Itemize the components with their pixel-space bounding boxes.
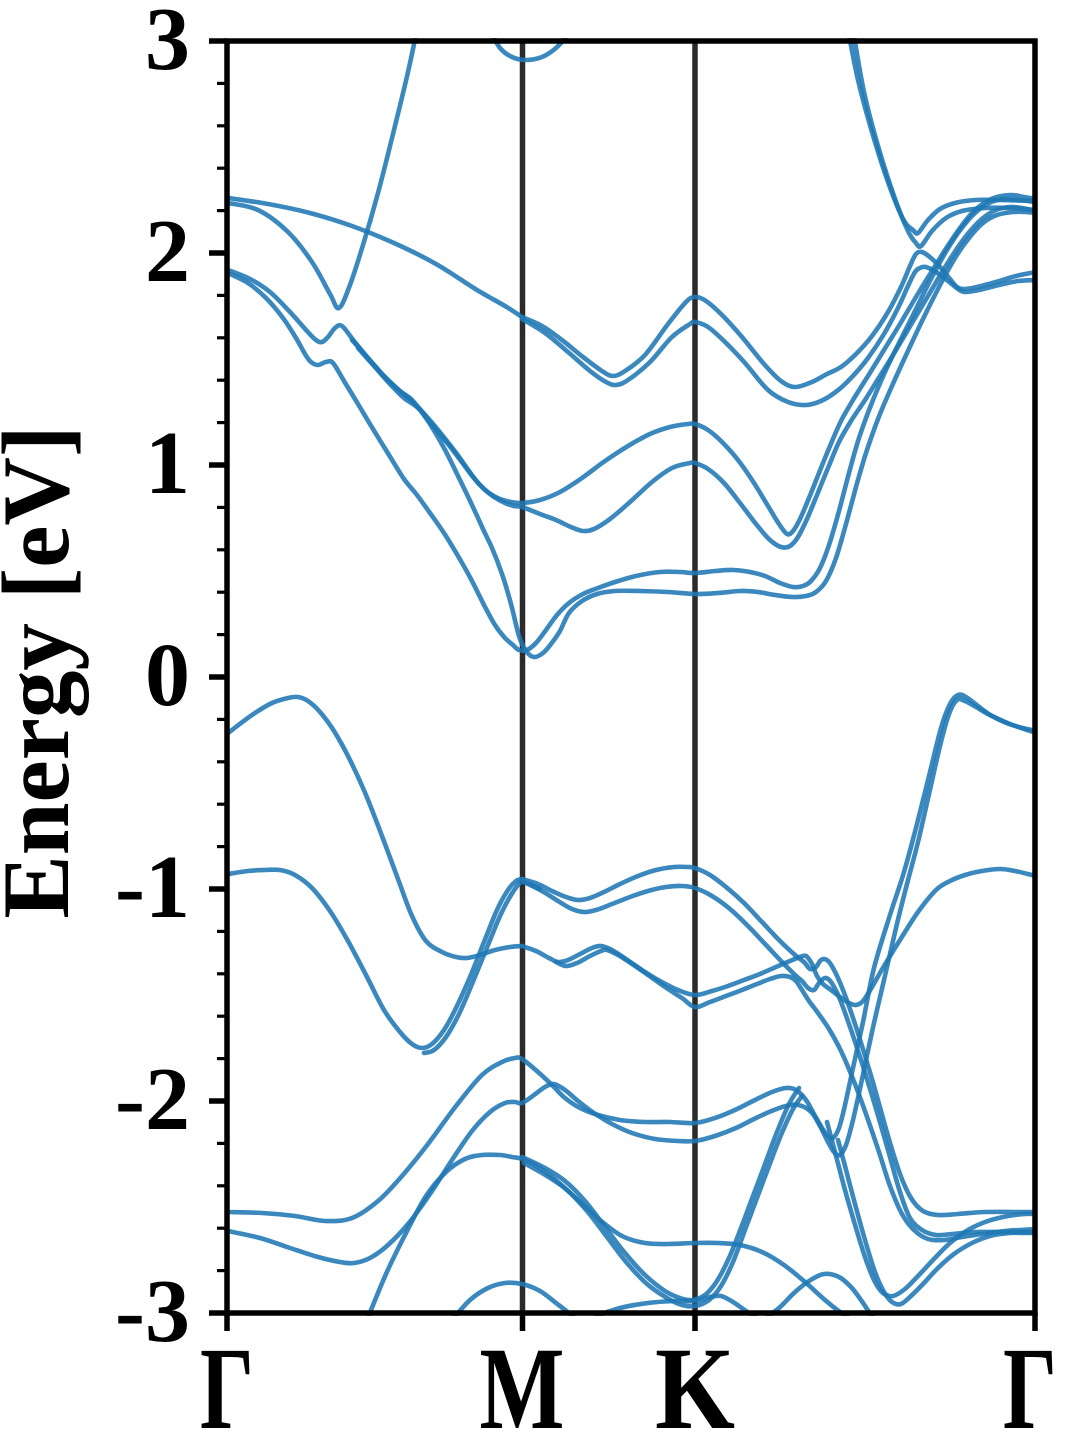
svg-text:-1: -1 <box>115 838 190 937</box>
svg-text:M: M <box>480 1323 565 1440</box>
svg-text:2: 2 <box>145 202 190 301</box>
svg-text:-2: -2 <box>115 1050 190 1149</box>
svg-text:-3: -3 <box>115 1262 190 1361</box>
svg-text:0: 0 <box>145 626 190 725</box>
svg-text:1: 1 <box>145 414 190 513</box>
svg-text:3: 3 <box>145 0 190 89</box>
svg-text:Γ: Γ <box>1003 1323 1057 1440</box>
svg-text:Energy [eV]: Energy [eV] <box>0 425 89 918</box>
svg-text:K: K <box>655 1323 735 1440</box>
svg-text:Γ: Γ <box>200 1323 254 1440</box>
